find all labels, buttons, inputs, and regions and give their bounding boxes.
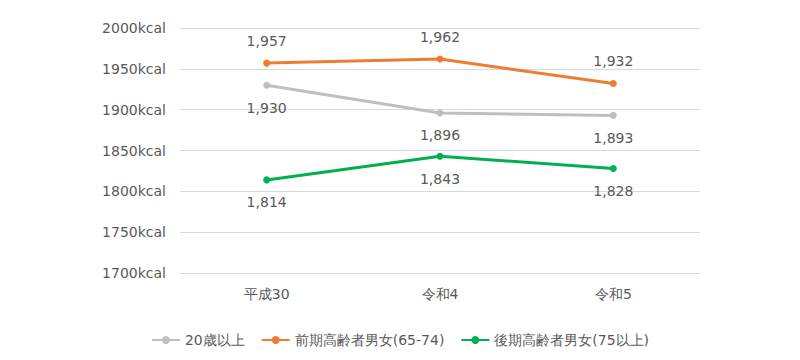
svg-text:20歳以上: 20歳以上 xyxy=(185,332,245,348)
svg-text:平成30: 平成30 xyxy=(244,286,290,302)
svg-text:1,814: 1,814 xyxy=(247,194,287,210)
svg-text:1,932: 1,932 xyxy=(593,53,633,69)
svg-text:1,828: 1,828 xyxy=(593,183,633,199)
svg-text:1,896: 1,896 xyxy=(420,127,460,143)
svg-text:1,930: 1,930 xyxy=(247,100,287,116)
svg-text:1850kcal: 1850kcal xyxy=(102,143,166,159)
svg-text:1,957: 1,957 xyxy=(247,33,287,49)
svg-text:1700kcal: 1700kcal xyxy=(102,265,166,281)
svg-text:1900kcal: 1900kcal xyxy=(102,102,166,118)
svg-text:1950kcal: 1950kcal xyxy=(102,61,166,77)
svg-text:2000kcal: 2000kcal xyxy=(102,20,166,36)
svg-text:1,893: 1,893 xyxy=(593,130,633,146)
svg-text:1750kcal: 1750kcal xyxy=(102,224,166,240)
svg-text:1,962: 1,962 xyxy=(420,29,460,45)
svg-text:1800kcal: 1800kcal xyxy=(102,183,166,199)
svg-text:1,843: 1,843 xyxy=(420,171,460,187)
svg-text:令和4: 令和4 xyxy=(422,286,459,302)
svg-text:令和5: 令和5 xyxy=(595,286,632,302)
svg-text:前期高齢者男女(65-74): 前期高齢者男女(65-74) xyxy=(295,332,445,348)
svg-text:後期高齢者男女(75以上): 後期高齢者男女(75以上) xyxy=(494,332,649,348)
